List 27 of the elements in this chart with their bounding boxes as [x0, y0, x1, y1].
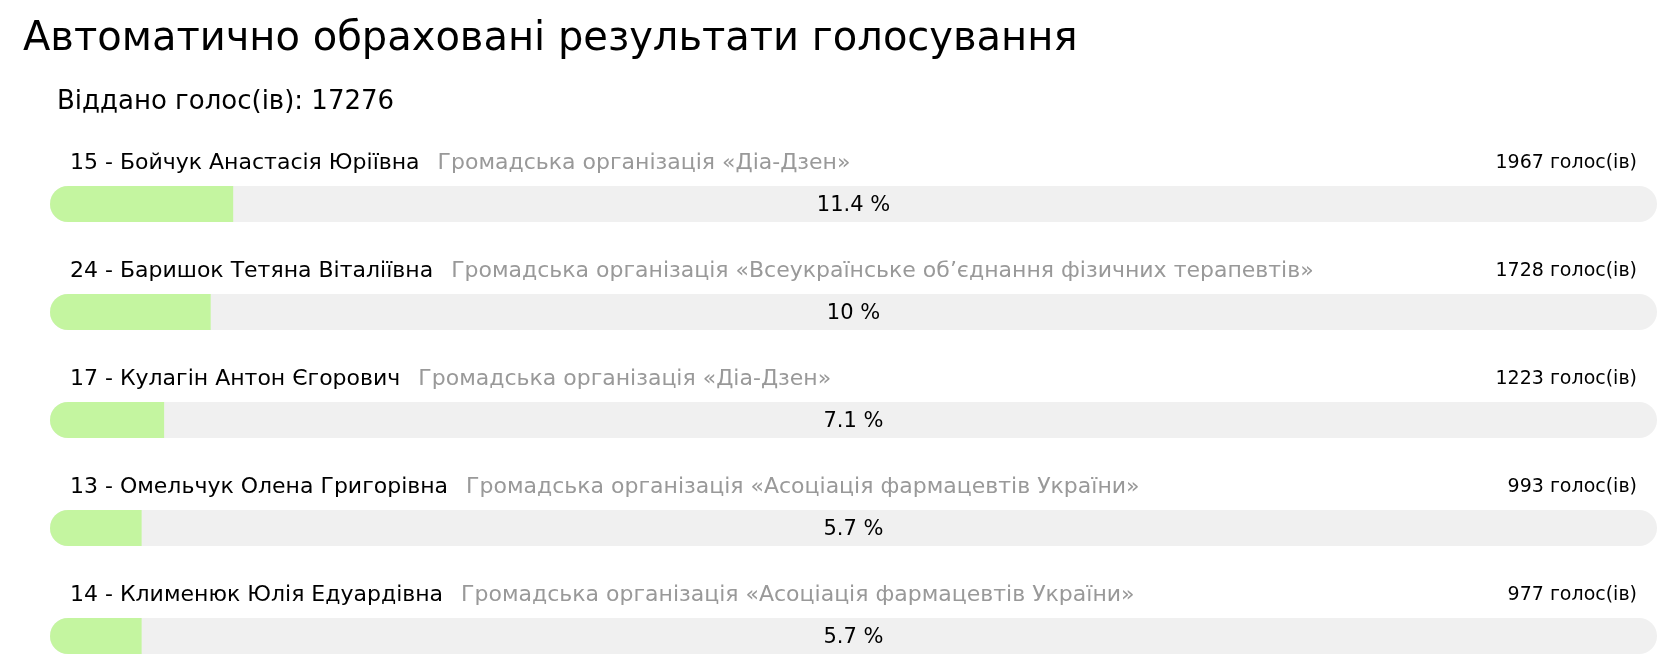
annotation: Громадська організація «Діа-Дзен» [418, 364, 832, 390]
data-label: 10 % [826, 300, 881, 324]
annotation: 993 голос(ів) [1507, 474, 1638, 496]
data-label: 5.7 % [823, 516, 884, 540]
y-tick-label: 14 - Клименюк Юлія Едуардівна [70, 580, 444, 606]
annotation: 1728 голос(ів) [1495, 258, 1638, 280]
bar [50, 402, 165, 438]
annotation: Громадська організація «Діа-Дзен» [437, 148, 851, 174]
bar [50, 618, 142, 654]
y-tick-label: 13 - Омельчук Олена Григорівна [70, 472, 449, 498]
bar [50, 186, 234, 222]
y-tick-label: 24 - Баришок Тетяна Віталіївна [70, 256, 434, 282]
y-tick-label: 17 - Кулагін Антон Єгорович [70, 364, 401, 390]
chart-subtitle: Віддано голос(ів): 17276 [57, 85, 395, 115]
annotation: 977 голос(ів) [1507, 582, 1638, 604]
annotation: Громадська організація «Всеукраїнське об’єднання фізичних терапевтів» [451, 256, 1314, 282]
chart-title: Автоматично обраховані результати голосування [23, 13, 1078, 59]
data-label: 5.7 % [823, 624, 884, 648]
annotation: Громадська організація «Асоціація фармацевтів України» [461, 580, 1135, 606]
bar [50, 510, 142, 546]
data-label: 11.4 % [816, 192, 891, 216]
annotation: 1967 голос(ів) [1495, 150, 1638, 172]
annotation: 1223 голос(ів) [1495, 366, 1638, 388]
annotation: Громадська організація «Асоціація фармацевтів України» [466, 472, 1140, 498]
data-label: 7.1 % [823, 408, 884, 432]
y-tick-label: 15 - Бойчук Анастасія Юріївна [70, 148, 420, 174]
bar [50, 294, 211, 330]
